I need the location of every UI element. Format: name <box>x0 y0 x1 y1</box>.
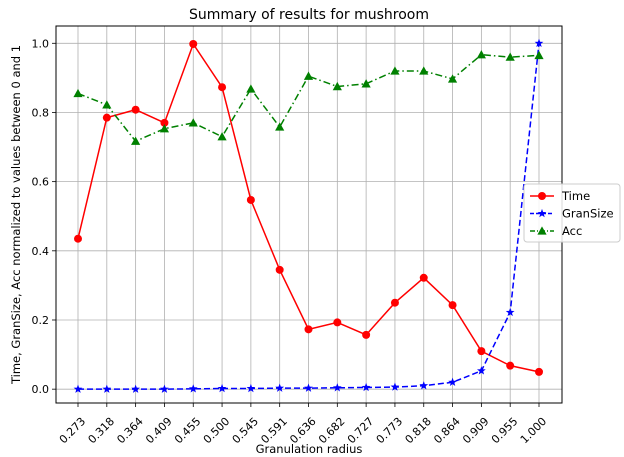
series-gransize-point <box>419 381 429 390</box>
chart-title: Summary of results for mushroom <box>189 7 429 23</box>
series-acc-point <box>131 136 141 145</box>
x-axis-label: Granulation radius <box>256 442 363 456</box>
series-gransize-point <box>477 366 486 375</box>
series-time-point <box>160 118 169 127</box>
series-acc-point <box>447 74 458 83</box>
x-tick-label: 0.318 <box>86 415 117 446</box>
series-gransize-point <box>275 383 285 392</box>
plot-area-frame <box>55 25 563 404</box>
series-acc-point <box>419 66 429 75</box>
series-time-point <box>419 273 428 282</box>
legend-label: Time <box>561 189 590 203</box>
series-time-point <box>246 195 255 204</box>
x-tick-label: 0.818 <box>403 415 434 446</box>
series-time-point <box>218 83 227 92</box>
series-time-point <box>275 265 284 274</box>
series-time-point <box>333 318 342 327</box>
series-time-point <box>102 113 111 122</box>
series-acc-point <box>217 132 227 141</box>
legend-marker <box>538 192 546 200</box>
series-acc-point <box>505 52 515 61</box>
series-acc-point <box>476 50 486 59</box>
series-acc-point <box>246 84 256 93</box>
series-acc-point <box>303 71 314 80</box>
series-time-point <box>448 301 457 310</box>
x-tick-label: 0.955 <box>489 415 520 446</box>
y-axis-label: Time, GranSize, Acc normalized to values… <box>9 45 23 385</box>
series-acc-point <box>159 124 170 133</box>
x-tick-label: 0.409 <box>143 415 174 446</box>
series-acc <box>73 50 544 145</box>
x-tick-label: 0.773 <box>374 415 405 446</box>
y-tick-label: 0.6 <box>32 176 50 189</box>
series-gransize-point <box>160 384 169 393</box>
series-time-point <box>477 347 486 356</box>
legend-label: Acc <box>562 224 582 238</box>
series-acc-point <box>390 66 400 75</box>
grid-lines <box>56 26 562 403</box>
series-acc-line <box>77 53 540 143</box>
series-time-point <box>535 367 543 376</box>
series-acc-point <box>275 122 285 131</box>
series-time-point <box>304 325 313 334</box>
series-gransize-point <box>246 383 256 393</box>
series-acc-point <box>332 81 342 91</box>
y-tick-label: 1.0 <box>32 37 50 50</box>
series-gransize <box>73 38 544 393</box>
y-tick-label: 0.2 <box>32 314 50 327</box>
y-tick-label: 0.0 <box>32 383 50 396</box>
legend-box <box>523 183 621 243</box>
series-gransize-point <box>188 384 198 393</box>
legend-entry-gransize: GranSize <box>530 207 614 221</box>
legend: Time GranSize Acc <box>523 183 621 243</box>
y-tick-label: 0.4 <box>32 245 50 258</box>
x-tick-label: 0.273 <box>57 415 88 446</box>
series-gransize-point <box>390 382 400 391</box>
y-tick-label: 0.8 <box>32 106 50 119</box>
x-tick-label: 0.364 <box>114 415 145 446</box>
series-gransize-point <box>448 377 457 386</box>
x-tick-label: 1.000 <box>518 415 549 446</box>
series-gransize-point <box>217 383 227 393</box>
series-gransize-point <box>361 382 371 392</box>
series-gransize-point <box>534 38 544 48</box>
axes: 0.2730.3180.3640.4090.4550.5000.5450.591… <box>32 37 550 446</box>
series-time-point <box>362 330 371 339</box>
series-layer <box>73 38 544 393</box>
series-acc-point <box>73 88 83 98</box>
series-time-point <box>189 39 198 48</box>
series-acc-point <box>361 79 371 88</box>
series-time-point <box>506 361 515 370</box>
series-gransize-point <box>304 383 313 392</box>
x-tick-label: 0.455 <box>172 415 203 446</box>
legend-marker <box>537 226 547 235</box>
x-tick-label: 0.500 <box>201 415 232 446</box>
series-gransize-point <box>332 383 342 392</box>
series-time-point <box>74 234 82 243</box>
series-time-point <box>390 298 399 307</box>
series-time <box>74 39 543 376</box>
series-time-point <box>131 105 140 114</box>
x-tick-label: 0.909 <box>460 415 491 446</box>
series-acc-point <box>188 118 198 127</box>
legend-marker <box>537 208 547 218</box>
series-gransize-point <box>73 384 83 393</box>
x-tick-label: 0.864 <box>431 415 462 446</box>
series-acc-point <box>534 50 544 60</box>
series-gransize-point <box>131 384 140 393</box>
legend-entry-acc: Acc <box>530 224 582 238</box>
legend-entry-time: Time <box>530 189 590 203</box>
series-gransize-point <box>102 384 112 393</box>
legend-label: GranSize <box>562 207 614 221</box>
series-gransize-point <box>505 307 515 317</box>
series-acc-point <box>102 100 112 109</box>
